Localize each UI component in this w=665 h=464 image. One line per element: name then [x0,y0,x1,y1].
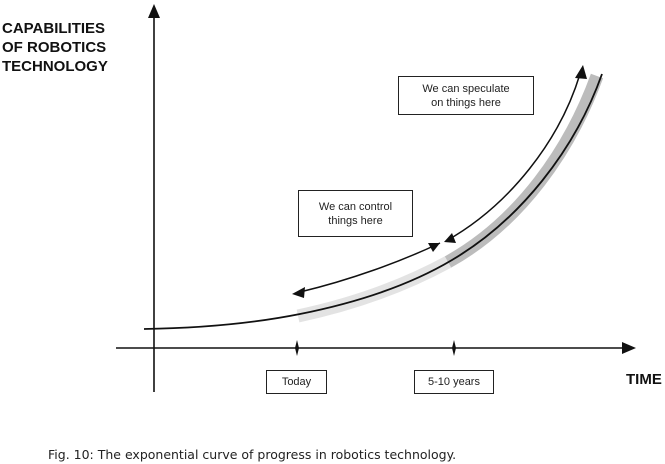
tick-label-today: Today [266,370,327,394]
y-axis-title: CAPABILITIES OF ROBOTICS TECHNOLOGY [2,20,108,75]
arrowhead-back-icon [444,233,456,243]
x-axis-arrow-icon [622,342,636,354]
speculate-range-arrow [445,73,581,242]
figure-caption: Fig. 10: The exponential curve of progre… [48,447,457,462]
arrowhead-right-icon [428,243,440,252]
tick-mark-5-10-years [452,340,456,356]
y-axis-arrow-icon [148,4,160,18]
control-range-arrow [299,242,441,293]
arrowhead-left-icon [292,287,305,298]
arrowhead-up-icon [575,65,587,79]
exponential-curve [143,73,603,330]
tick-mark-today [295,340,299,356]
x-axis-title: TIME [626,371,662,388]
speculate-annotation: We can speculate on things here [398,76,534,115]
control-annotation: We can control things here [298,190,413,237]
tick-label-5-10-years: 5-10 years [414,370,494,394]
